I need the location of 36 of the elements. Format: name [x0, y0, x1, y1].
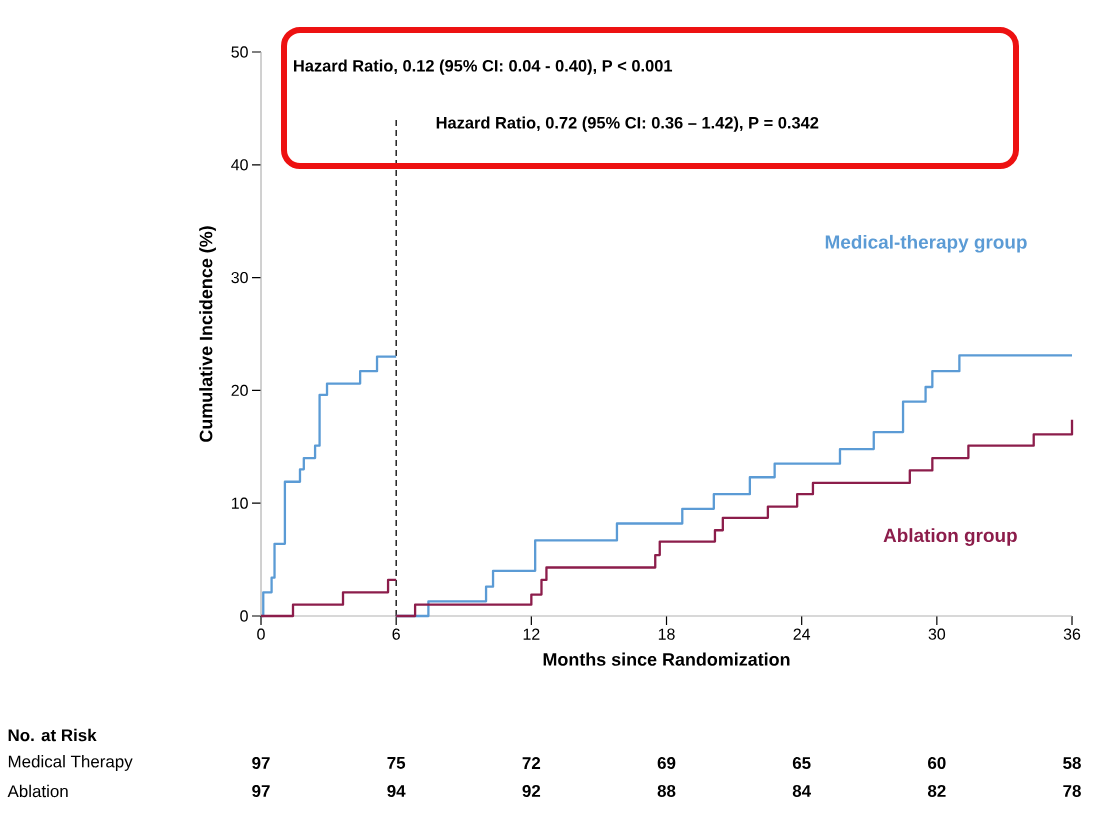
- text: 92: [522, 784, 541, 797]
- text: 88: [657, 784, 676, 797]
- text: Ablation group: [883, 528, 1017, 546]
- y-tick-label: 20: [231, 384, 248, 397]
- y-tick-label: 30: [231, 271, 248, 284]
- y-tick-label: 40: [231, 159, 248, 171]
- text: 84: [792, 784, 811, 797]
- y-axis-title: Cumulative Incidence (%): [199, 226, 216, 442]
- text: 94: [387, 784, 406, 797]
- text: No. at Risk: [8, 728, 97, 742]
- x-tick-label: 36: [1063, 628, 1081, 640]
- text: Medical Therapy: [8, 755, 133, 771]
- x-axis-title: Months since Randomization: [543, 652, 790, 666]
- text: Medical-therapy group: [825, 234, 1027, 253]
- text: 60: [928, 756, 946, 769]
- y-tick-label: 50: [231, 46, 248, 58]
- text: 82: [927, 784, 946, 797]
- x-tick-label: 12: [523, 628, 540, 640]
- annotation: Hazard Ratio, 0.12 (95% CI: 0.04 - 0.40), P < 0.001: [294, 59, 673, 75]
- x-tick-label: 0: [257, 628, 265, 640]
- text: 69: [657, 756, 676, 769]
- text: 75: [387, 757, 406, 769]
- x-tick-label: 30: [928, 628, 946, 640]
- y-tick-label: 0: [240, 610, 248, 622]
- text: 72: [522, 757, 541, 769]
- y-tick-label: 10: [231, 497, 248, 509]
- text: 97: [252, 756, 270, 769]
- x-tick-label: 24: [793, 628, 811, 640]
- annotation: Hazard Ratio, 0.72 (95% CI: 0.36 – 1.42), P = 0.342: [436, 116, 819, 132]
- text: 65: [792, 756, 811, 769]
- x-tick-label: 6: [392, 628, 400, 640]
- text: Ablation: [7, 784, 68, 798]
- text: 97: [252, 784, 270, 797]
- x-tick-label: 18: [658, 628, 675, 640]
- text: 58: [1063, 756, 1081, 769]
- text: 78: [1063, 784, 1081, 797]
